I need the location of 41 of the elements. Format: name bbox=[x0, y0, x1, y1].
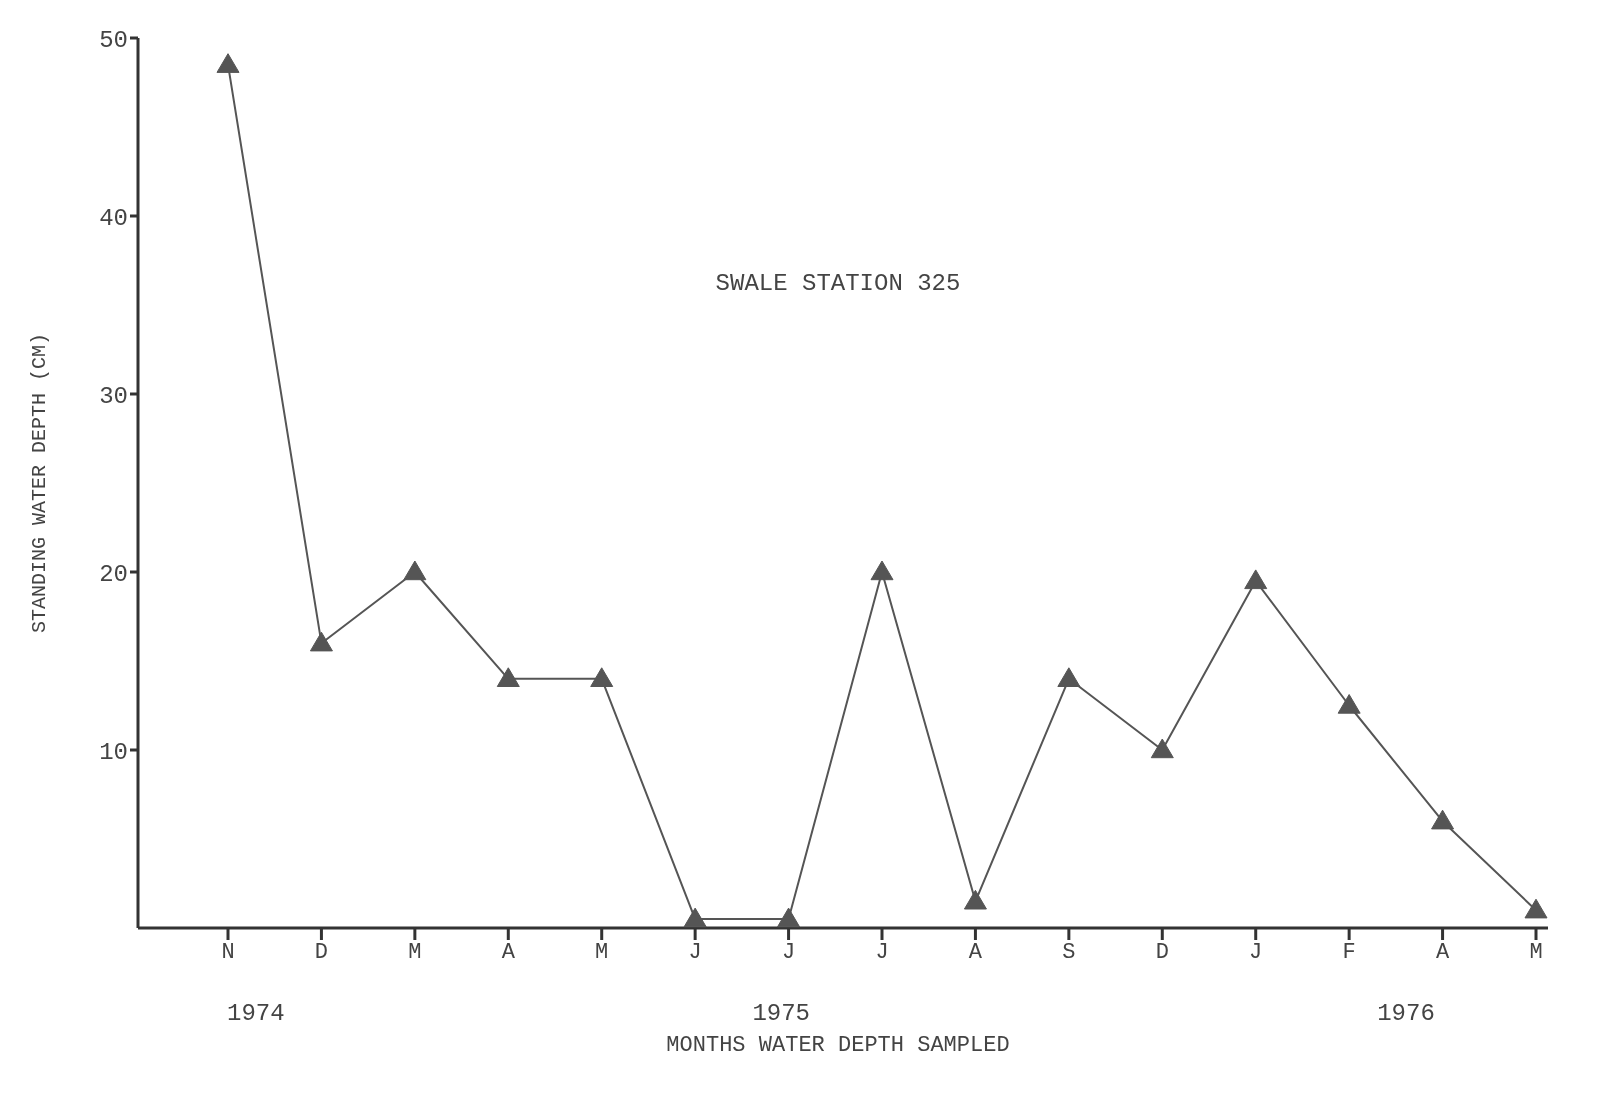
point bbox=[777, 907, 801, 928]
x-tick-label: J bbox=[781, 939, 796, 965]
y-axis-title: STANDING WATER DEPTH (CM) bbox=[28, 332, 52, 634]
y-tick-label: 20 bbox=[99, 560, 128, 588]
point bbox=[1337, 694, 1361, 714]
point bbox=[1057, 667, 1081, 687]
point bbox=[1150, 738, 1174, 759]
point bbox=[1431, 809, 1455, 830]
point bbox=[216, 53, 240, 73]
point bbox=[496, 667, 520, 687]
y-tick-label: 40 bbox=[99, 204, 128, 232]
point bbox=[870, 560, 894, 581]
text: SWALE STATION 325 bbox=[714, 270, 962, 297]
x-tick-label: A bbox=[1435, 939, 1450, 965]
text: 1975 bbox=[752, 1000, 810, 1027]
point bbox=[590, 667, 614, 687]
point bbox=[1244, 569, 1268, 590]
y-tick-label: 50 bbox=[99, 26, 128, 54]
point bbox=[963, 889, 987, 910]
point bbox=[309, 631, 333, 652]
x-tick-label: F bbox=[1342, 939, 1356, 965]
point bbox=[683, 907, 707, 928]
x-tick-label: J bbox=[1249, 939, 1263, 965]
y-tick-label: 10 bbox=[99, 738, 128, 766]
x-tick-label: D bbox=[314, 939, 329, 965]
y-tick-label: 30 bbox=[99, 382, 128, 410]
x-tick-label: M bbox=[408, 939, 422, 965]
point bbox=[403, 560, 427, 581]
text: 1976 bbox=[1377, 1000, 1435, 1027]
x-tick-label: A bbox=[501, 939, 516, 965]
x-axis-title: MONTHS WATER DEPTH SAMPLED bbox=[665, 1033, 1011, 1058]
x-tick-label: A bbox=[968, 939, 983, 965]
text: 1974 bbox=[226, 1000, 285, 1027]
x-tick-label: J bbox=[688, 939, 702, 965]
point bbox=[1524, 898, 1548, 919]
x-tick-label: J bbox=[875, 939, 889, 965]
x-tick-label: M bbox=[595, 939, 609, 965]
x-tick-label: M bbox=[1529, 939, 1543, 965]
x-tick-label: N bbox=[221, 939, 235, 965]
x-tick-label: D bbox=[1155, 939, 1169, 965]
x-tick-label: S bbox=[1062, 939, 1076, 965]
